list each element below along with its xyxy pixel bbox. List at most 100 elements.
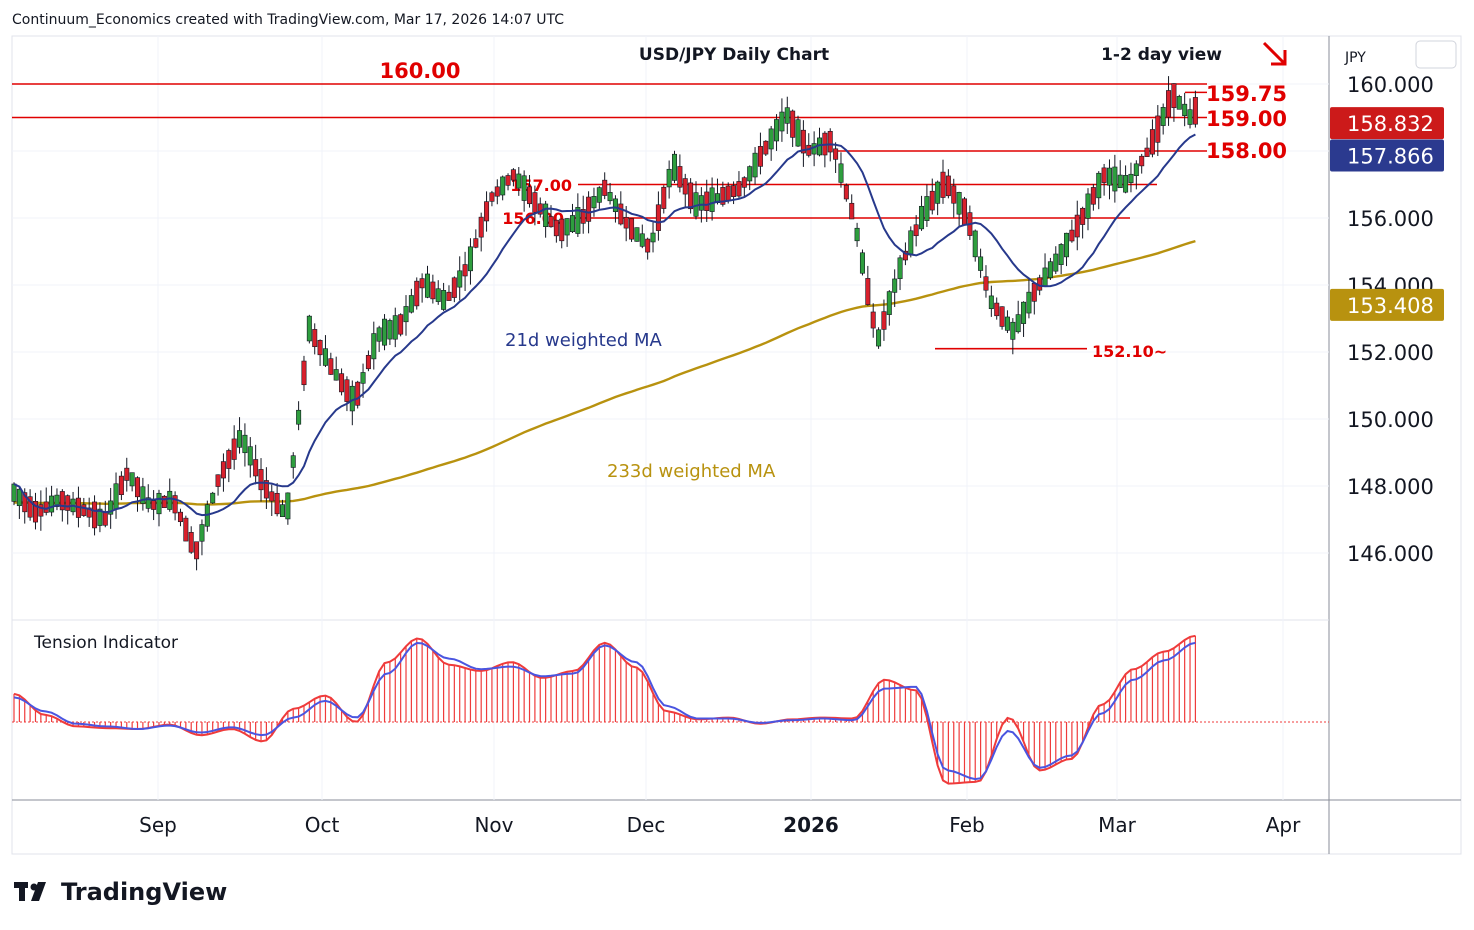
candle — [1128, 162, 1134, 193]
candle — [467, 238, 473, 285]
candle — [913, 215, 919, 247]
candle — [371, 321, 377, 370]
candle — [983, 265, 989, 298]
candle — [972, 229, 978, 262]
candle — [135, 476, 141, 512]
candle — [16, 487, 22, 519]
candle — [521, 170, 527, 212]
candle — [312, 323, 318, 355]
candle — [403, 295, 409, 336]
candle — [489, 190, 495, 207]
candle — [1069, 219, 1075, 243]
candle — [1176, 94, 1182, 110]
candle — [237, 417, 243, 454]
candle — [1058, 243, 1064, 275]
time-tick: Sep — [139, 813, 177, 837]
candle — [167, 478, 173, 512]
candle — [296, 401, 302, 431]
candle — [1047, 257, 1053, 280]
candle — [559, 218, 565, 249]
ma21-label: 21d weighted MA — [505, 330, 662, 351]
candle — [473, 229, 479, 249]
candle — [650, 222, 656, 253]
time-tick: 2026 — [783, 813, 839, 837]
candle — [435, 280, 441, 305]
candle — [994, 297, 1000, 320]
price-badges: 158.832 157.866 153.408 — [1330, 107, 1444, 321]
candle — [779, 98, 785, 142]
candle — [124, 457, 130, 492]
candle — [188, 526, 194, 554]
tension-signal-line — [13, 641, 1196, 781]
candle — [65, 494, 71, 525]
candle — [1133, 160, 1139, 190]
tension-indicator — [12, 634, 1329, 785]
candle — [870, 303, 876, 338]
candle — [279, 499, 285, 518]
candle — [382, 314, 388, 351]
tension-line — [13, 634, 1196, 785]
candle — [747, 165, 753, 191]
candle — [645, 237, 651, 260]
candle — [451, 276, 457, 303]
svg-text:158.832: 158.832 — [1347, 112, 1434, 136]
candle — [253, 444, 259, 485]
candle — [843, 183, 849, 202]
candle — [838, 152, 844, 188]
candle — [516, 167, 522, 196]
candle — [317, 339, 323, 366]
candle — [376, 325, 382, 352]
time-axis-ticks: Sep Oct Nov Dec 2026 Feb Mar Apr — [139, 813, 1301, 837]
candle — [886, 290, 892, 326]
candle — [978, 248, 984, 278]
candle — [172, 491, 178, 521]
footer-logo-text: TradingView — [61, 878, 227, 906]
candle — [210, 491, 216, 504]
candle — [768, 125, 774, 161]
candle — [1123, 165, 1129, 194]
header-credit: Continuum_Economics created with Trading… — [12, 12, 564, 28]
candle — [11, 482, 17, 506]
candle — [784, 96, 790, 134]
candle — [1144, 137, 1150, 157]
candle — [274, 483, 280, 517]
candle — [833, 142, 839, 173]
price-tick: 150.000 — [1347, 408, 1434, 432]
settings-button[interactable] — [1415, 40, 1457, 69]
candle — [156, 489, 162, 527]
candle — [1026, 278, 1032, 319]
candle — [231, 425, 237, 470]
candle — [800, 120, 806, 167]
candle — [457, 256, 463, 301]
last-price-badge: 158.832 — [1330, 107, 1444, 140]
candle — [537, 197, 543, 218]
candle — [505, 173, 511, 191]
candle — [924, 184, 930, 227]
candle — [655, 191, 661, 241]
candle — [929, 178, 935, 215]
candle — [97, 502, 103, 533]
candle — [897, 255, 903, 291]
candle — [1004, 310, 1010, 334]
candle — [140, 477, 146, 511]
candle — [1117, 160, 1123, 189]
candle — [118, 471, 124, 501]
candle — [92, 495, 98, 536]
candle — [672, 150, 678, 184]
candle — [408, 288, 414, 314]
candle — [677, 154, 683, 193]
candle — [258, 458, 264, 502]
price-tick: 160.000 — [1347, 73, 1434, 97]
candle — [194, 541, 200, 571]
candle — [607, 182, 613, 205]
candle — [1074, 200, 1080, 251]
ma21-layer — [13, 133, 1196, 517]
level-label: 159.75 — [1206, 82, 1287, 106]
candle — [360, 363, 366, 398]
candle — [661, 185, 667, 214]
candle — [1139, 153, 1145, 174]
ma233-badge: 153.408 — [1330, 288, 1444, 321]
candle — [328, 352, 334, 375]
candle — [763, 140, 769, 157]
